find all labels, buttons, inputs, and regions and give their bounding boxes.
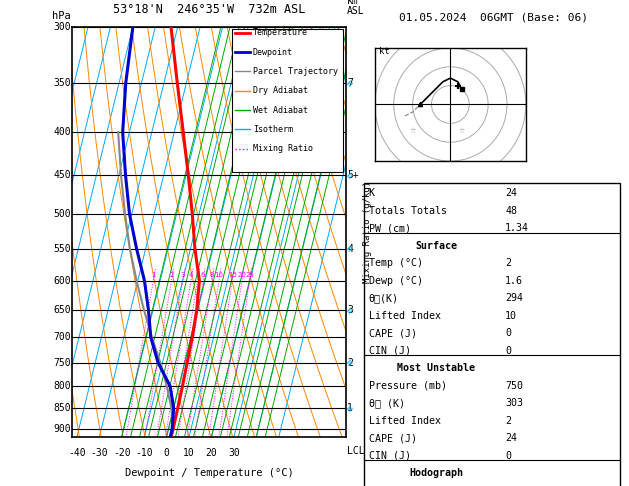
Text: ≡: ≡ xyxy=(345,304,356,316)
Text: 2: 2 xyxy=(169,272,174,278)
Text: 1: 1 xyxy=(347,403,353,414)
Text: Dewp (°C): Dewp (°C) xyxy=(369,276,423,286)
Text: 20: 20 xyxy=(206,448,217,458)
Text: 3: 3 xyxy=(181,272,185,278)
Text: 3: 3 xyxy=(347,305,353,315)
Text: 48: 48 xyxy=(505,206,517,216)
Text: -20: -20 xyxy=(113,448,130,458)
Text: Hodograph: Hodograph xyxy=(409,468,463,478)
Text: Temperature: Temperature xyxy=(253,28,308,37)
Text: 5+: 5+ xyxy=(347,170,359,180)
Text: 750: 750 xyxy=(505,381,523,391)
Text: 0: 0 xyxy=(505,346,511,356)
Text: ☆: ☆ xyxy=(409,128,416,134)
Text: ≡: ≡ xyxy=(345,403,356,414)
Text: Lifted Index: Lifted Index xyxy=(369,416,440,426)
Text: 5: 5 xyxy=(196,272,200,278)
Text: ≡: ≡ xyxy=(345,78,356,89)
Text: 2: 2 xyxy=(505,258,511,268)
Text: ≡: ≡ xyxy=(345,243,356,255)
Text: -30: -30 xyxy=(91,448,108,458)
Text: CAPE (J): CAPE (J) xyxy=(369,433,416,443)
Bar xyxy=(232,29,343,172)
Text: 2: 2 xyxy=(505,416,511,426)
Text: 0: 0 xyxy=(505,328,511,338)
Text: Dry Adiabat: Dry Adiabat xyxy=(253,87,308,95)
Text: CIN (J): CIN (J) xyxy=(369,346,411,356)
Text: CAPE (J): CAPE (J) xyxy=(369,328,416,338)
Text: Surface: Surface xyxy=(415,241,457,251)
Text: 650: 650 xyxy=(53,305,71,315)
Text: 20: 20 xyxy=(238,272,247,278)
Text: Temp (°C): Temp (°C) xyxy=(369,258,423,268)
Text: 300: 300 xyxy=(53,22,71,32)
Text: 600: 600 xyxy=(53,276,71,286)
Text: PW (cm): PW (cm) xyxy=(369,223,411,233)
Text: -40: -40 xyxy=(68,448,86,458)
Text: θᴄ(K): θᴄ(K) xyxy=(369,293,399,303)
Text: Lifted Index: Lifted Index xyxy=(369,311,440,321)
Text: 700: 700 xyxy=(53,332,71,342)
Text: 350: 350 xyxy=(53,78,71,88)
Text: km
ASL: km ASL xyxy=(347,0,365,17)
Text: 01.05.2024  06GMT (Base: 06): 01.05.2024 06GMT (Base: 06) xyxy=(399,13,588,23)
Text: Isotherm: Isotherm xyxy=(253,125,293,134)
Text: 6: 6 xyxy=(201,272,205,278)
Text: Dewpoint / Temperature (°C): Dewpoint / Temperature (°C) xyxy=(125,468,294,478)
Text: 15: 15 xyxy=(228,272,237,278)
Text: 450: 450 xyxy=(53,170,71,180)
Text: 24: 24 xyxy=(505,433,517,443)
Text: 25: 25 xyxy=(245,272,254,278)
Text: ≡: ≡ xyxy=(345,357,356,368)
Text: 10: 10 xyxy=(505,311,517,321)
Text: 850: 850 xyxy=(53,403,71,414)
Text: 53°18'N  246°35'W  732m ASL: 53°18'N 246°35'W 732m ASL xyxy=(113,3,305,17)
Text: 800: 800 xyxy=(53,381,71,391)
Text: 0: 0 xyxy=(505,451,511,461)
Text: Parcel Trajectory: Parcel Trajectory xyxy=(253,67,338,76)
Text: 1.34: 1.34 xyxy=(505,223,529,233)
Text: ☆: ☆ xyxy=(459,128,465,134)
Text: LCL: LCL xyxy=(347,446,365,455)
Text: 550: 550 xyxy=(53,244,71,254)
Text: 8: 8 xyxy=(209,272,214,278)
Text: ≡: ≡ xyxy=(345,170,356,181)
Text: Pressure (mb): Pressure (mb) xyxy=(369,381,447,391)
Text: hPa: hPa xyxy=(52,11,71,20)
Text: θᴄ (K): θᴄ (K) xyxy=(369,398,404,408)
Text: K: K xyxy=(369,188,375,198)
Text: Most Unstable: Most Unstable xyxy=(397,363,475,373)
Text: 1.6: 1.6 xyxy=(505,276,523,286)
Text: 500: 500 xyxy=(53,209,71,219)
Text: 294: 294 xyxy=(505,293,523,303)
Text: Totals Totals: Totals Totals xyxy=(369,206,447,216)
Text: CIN (J): CIN (J) xyxy=(369,451,411,461)
Text: 0: 0 xyxy=(164,448,169,458)
Text: 1: 1 xyxy=(151,272,155,278)
Text: Wet Adiabat: Wet Adiabat xyxy=(253,105,308,115)
Text: 400: 400 xyxy=(53,127,71,137)
Text: 4: 4 xyxy=(347,244,353,254)
Text: 10: 10 xyxy=(183,448,195,458)
Text: 303: 303 xyxy=(505,398,523,408)
Text: 7: 7 xyxy=(347,78,353,88)
Text: 4: 4 xyxy=(189,272,193,278)
Text: -10: -10 xyxy=(135,448,153,458)
Text: 10: 10 xyxy=(214,272,223,278)
Text: 24: 24 xyxy=(505,188,517,198)
Text: 2: 2 xyxy=(347,358,353,367)
Text: Mixing Ratio (g/kg): Mixing Ratio (g/kg) xyxy=(364,181,372,283)
Text: kt: kt xyxy=(379,47,389,55)
Text: 900: 900 xyxy=(53,424,71,434)
Text: Dewpoint: Dewpoint xyxy=(253,48,293,57)
Text: Mixing Ratio: Mixing Ratio xyxy=(253,144,313,153)
Text: 750: 750 xyxy=(53,358,71,367)
Text: 30: 30 xyxy=(228,448,240,458)
